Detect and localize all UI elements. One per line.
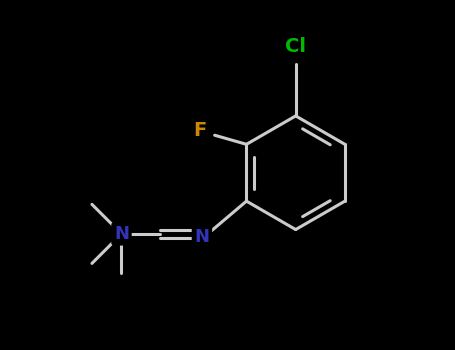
- Text: N: N: [114, 225, 129, 243]
- Text: F: F: [193, 121, 207, 140]
- Text: Cl: Cl: [285, 37, 306, 56]
- Text: N: N: [194, 228, 209, 246]
